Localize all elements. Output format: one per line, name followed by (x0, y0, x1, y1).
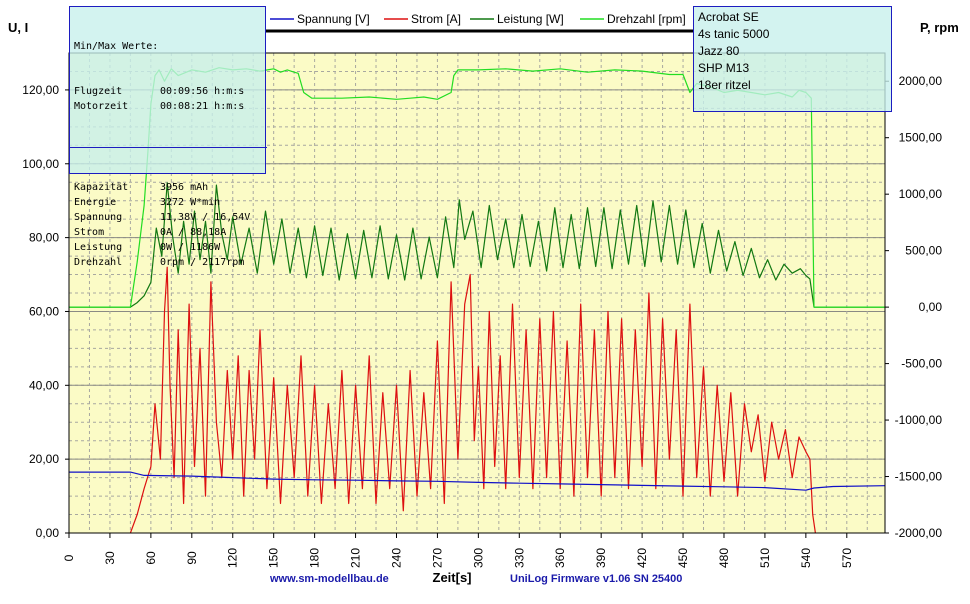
x-tick-label: 570 (840, 548, 854, 568)
stats-key: Drehzahl (74, 257, 123, 268)
info-line: SHP M13 (698, 61, 750, 75)
legend-item-leistung: Leistung [W] (470, 12, 564, 26)
y-axis-left-title: U, I (8, 20, 28, 35)
footer-website-link[interactable]: www.sm-modellbau.de (269, 573, 389, 585)
legend-item-spannung: Spannung [V] (270, 12, 370, 26)
legend-label: Spannung [V] (297, 12, 370, 26)
x-tick-label: 270 (430, 548, 444, 568)
stats-row: Spannung 11,38V / 16,54V (74, 210, 265, 225)
y-left-tick-label: 120,00 (22, 83, 59, 97)
x-tick-label: 240 (389, 548, 403, 568)
y-left-tick-label: 0,00 (36, 526, 60, 540)
stats-row: Kapazität 3956 mAh (74, 180, 265, 195)
x-tick-label: 450 (676, 548, 690, 568)
y-right-tick-label: 500,00 (905, 244, 942, 258)
model-info-box: Acrobat SE 4s tanic 5000 Jazz 80 SHP M13 18e… (693, 6, 892, 112)
stats-title: Min/Max Werte: (74, 41, 159, 52)
legend-label: Drehzahl [rpm] (607, 12, 686, 26)
stats-value: 0W / 1186W (160, 242, 221, 253)
y-axis-right: -2000,00 -1500,00 -1000,00 -500,00 0,00 500,0… (885, 74, 942, 540)
series-strom-line (129, 266, 816, 534)
stats-value: 3272 W*min (160, 197, 221, 208)
stats-value: 3956 mAh (160, 182, 209, 193)
stats-row: Drehzahl 0rpm / 2117rpm (74, 255, 265, 270)
y-left-tick-label: 80,00 (29, 231, 59, 245)
y-right-tick-label: 0,00 (919, 300, 943, 314)
info-line: 4s tanic 5000 (698, 27, 770, 41)
x-tick-label: 360 (553, 548, 567, 568)
x-tick-label: 300 (471, 548, 485, 568)
x-tick-label: 510 (758, 548, 772, 568)
x-tick-label: 180 (308, 548, 322, 568)
y-right-tick-label: 2000,00 (899, 74, 943, 88)
stats-key: Leistung (74, 242, 123, 253)
stats-row: Flugzeit 00:09:56 h:m:s (74, 84, 265, 99)
stats-key: Energie (74, 197, 117, 208)
x-tick-label: 0 (62, 554, 76, 561)
stats-row: Energie 3272 W*min (74, 195, 265, 210)
min-max-stats-box: Min/Max Werte: Flugzeit 00:09:56 h:m:s Mot… (69, 6, 267, 268)
x-axis: 0 30 60 90 120 150 180 210 240 270 300 330 360 390 420… (62, 533, 854, 568)
x-axis-title: Zeit[s] (433, 570, 472, 585)
stats-row: Leistung 0W / 1186W (74, 240, 265, 255)
grid-lines (69, 53, 885, 533)
stats-row: Motorzeit 00:08:21 h:m:s (74, 99, 265, 114)
y-right-tick-label: -2000,00 (895, 526, 943, 540)
x-tick-label: 390 (594, 548, 608, 568)
legend: Spannung [V] Strom [A] Leistung [W] Drehzah… (266, 8, 694, 33)
stats-row: Strom 0A / 88,18A (74, 225, 265, 240)
y-right-tick-label: -500,00 (901, 357, 942, 371)
info-line: Jazz 80 (698, 44, 740, 58)
x-tick-label: 120 (226, 548, 240, 568)
stats-key: Strom (74, 227, 105, 238)
x-tick-label: 420 (635, 548, 649, 568)
stats-value: 0rpm / 2117rpm (160, 257, 245, 268)
stats-key: Flugzeit (74, 86, 123, 97)
y-left-tick-label: 20,00 (29, 452, 59, 466)
y-left-tick-label: 100,00 (22, 157, 59, 171)
y-left-tick-label: 40,00 (29, 378, 59, 392)
stats-value: 11,38V / 16,54V (160, 212, 251, 223)
stats-value: 00:09:56 h:m:s (160, 86, 245, 97)
legend-item-drehzahl: Drehzahl [rpm] (580, 12, 686, 26)
x-tick-label: 30 (103, 551, 117, 565)
x-tick-label: 540 (799, 548, 813, 568)
x-tick-label: 330 (512, 548, 526, 568)
series-leistung-line (69, 182, 885, 308)
legend-label: Strom [A] (411, 12, 461, 26)
plot-frame (68, 52, 886, 534)
stats-key: Kapazität (74, 182, 129, 193)
x-tick-label: 90 (185, 551, 199, 565)
y-right-tick-label: 1000,00 (899, 187, 943, 201)
info-line: Acrobat SE (698, 10, 759, 24)
legend-label: Leistung [W] (497, 12, 564, 26)
y-right-tick-label: 1500,00 (899, 131, 943, 145)
x-tick-label: 210 (349, 548, 363, 568)
y-right-tick-label: -1500,00 (895, 470, 943, 484)
series-spannung-line (69, 471, 886, 491)
stats-value: 0A / 88,18A (160, 227, 227, 238)
footer-firmware-label: UniLog Firmware v1.06 SN 25400 (510, 573, 682, 585)
info-line: 18er ritzel (698, 78, 751, 92)
y-left-tick-label: 60,00 (29, 304, 59, 318)
y-axis-left: 0,00 20,00 40,00 60,00 80,00 100,00 120,00 (22, 83, 69, 540)
x-tick-label: 150 (267, 548, 281, 568)
stats-value: 00:08:21 h:m:s (160, 101, 245, 112)
legend-item-strom: Strom [A] (384, 12, 461, 26)
y-right-tick-label: -1000,00 (895, 413, 943, 427)
x-tick-label: 480 (717, 548, 731, 568)
stats-key: Motorzeit (74, 101, 129, 112)
x-tick-label: 60 (144, 551, 158, 565)
stats-key: Spannung (74, 212, 123, 223)
y-axis-right-title: P, rpm (920, 20, 959, 35)
